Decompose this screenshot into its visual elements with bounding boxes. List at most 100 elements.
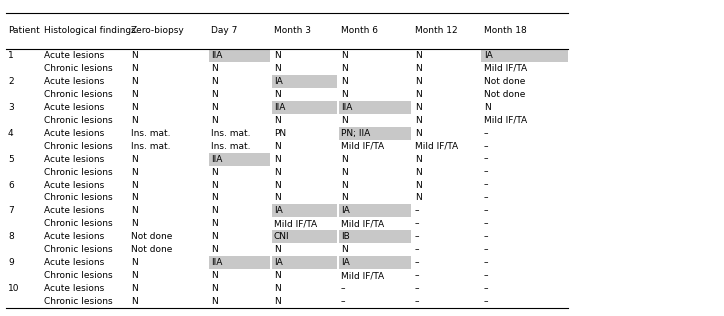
Text: N: N: [274, 193, 280, 203]
Text: –: –: [484, 245, 488, 254]
Text: N: N: [131, 258, 138, 267]
Text: CNI: CNI: [274, 232, 290, 241]
Text: N: N: [211, 90, 217, 99]
Text: Acute lesions: Acute lesions: [44, 155, 104, 164]
Text: Acute lesions: Acute lesions: [44, 206, 104, 216]
Text: N: N: [211, 232, 217, 241]
Text: N: N: [131, 180, 138, 190]
Text: Histological findings: Histological findings: [44, 26, 136, 34]
Text: Chronic lesions: Chronic lesions: [44, 90, 113, 99]
Bar: [339, 256, 411, 269]
Text: N: N: [274, 180, 280, 190]
Text: N: N: [211, 284, 217, 293]
Text: N: N: [341, 77, 348, 86]
Text: N: N: [131, 193, 138, 203]
Text: N: N: [341, 90, 348, 99]
Text: –: –: [415, 206, 419, 216]
Text: –: –: [415, 232, 419, 241]
Text: –: –: [484, 155, 488, 164]
Text: IIA: IIA: [211, 51, 222, 60]
Bar: [272, 204, 337, 217]
Text: 6: 6: [8, 180, 14, 190]
Text: Mild IF/TA: Mild IF/TA: [484, 64, 527, 73]
Text: Acute lesions: Acute lesions: [44, 232, 104, 241]
Text: PN; IIA: PN; IIA: [341, 129, 370, 138]
Text: N: N: [211, 64, 217, 73]
Text: 8: 8: [8, 232, 14, 241]
Text: IA: IA: [484, 51, 492, 60]
Text: Acute lesions: Acute lesions: [44, 258, 104, 267]
Text: Acute lesions: Acute lesions: [44, 180, 104, 190]
Text: N: N: [415, 193, 421, 203]
Text: N: N: [341, 193, 348, 203]
Text: N: N: [131, 116, 138, 125]
Text: N: N: [131, 219, 138, 228]
Text: N: N: [274, 64, 280, 73]
Bar: [339, 230, 411, 243]
Text: N: N: [131, 206, 138, 216]
Text: Not done: Not done: [484, 90, 525, 99]
Text: N: N: [274, 167, 280, 177]
Text: N: N: [211, 297, 217, 306]
Bar: [209, 256, 270, 269]
Text: –: –: [484, 193, 488, 203]
Text: N: N: [415, 77, 421, 86]
Text: Acute lesions: Acute lesions: [44, 284, 104, 293]
Bar: [209, 153, 270, 166]
Text: –: –: [484, 284, 488, 293]
Text: –: –: [415, 245, 419, 254]
Text: N: N: [211, 245, 217, 254]
Text: N: N: [131, 297, 138, 306]
Text: N: N: [274, 245, 280, 254]
Text: N: N: [341, 116, 348, 125]
Text: N: N: [131, 155, 138, 164]
Bar: [272, 230, 337, 243]
Text: IIA: IIA: [274, 103, 285, 112]
Text: Day 7: Day 7: [211, 26, 237, 34]
Text: N: N: [415, 167, 421, 177]
Text: N: N: [131, 77, 138, 86]
Text: Mild IF/TA: Mild IF/TA: [341, 271, 384, 280]
Text: N: N: [341, 245, 348, 254]
Text: N: N: [341, 155, 348, 164]
Text: –: –: [484, 167, 488, 177]
Text: Not done: Not done: [131, 245, 172, 254]
Text: Not done: Not done: [131, 232, 172, 241]
Text: Ins. mat.: Ins. mat.: [211, 129, 251, 138]
Text: Mild IF/TA: Mild IF/TA: [415, 142, 458, 151]
Text: N: N: [131, 51, 138, 60]
Text: N: N: [211, 206, 217, 216]
Text: Acute lesions: Acute lesions: [44, 51, 104, 60]
Text: N: N: [415, 64, 421, 73]
Text: N: N: [415, 155, 421, 164]
Text: Chronic lesions: Chronic lesions: [44, 219, 113, 228]
Text: N: N: [211, 219, 217, 228]
Text: IIA: IIA: [211, 155, 222, 164]
Text: Acute lesions: Acute lesions: [44, 129, 104, 138]
Text: N: N: [274, 284, 280, 293]
Text: N: N: [131, 103, 138, 112]
Text: Chronic lesions: Chronic lesions: [44, 167, 113, 177]
Text: N: N: [131, 167, 138, 177]
Text: N: N: [415, 103, 421, 112]
Text: N: N: [131, 90, 138, 99]
Text: N: N: [341, 51, 348, 60]
Text: N: N: [484, 103, 490, 112]
Text: Mild IF/TA: Mild IF/TA: [341, 219, 384, 228]
Text: Chronic lesions: Chronic lesions: [44, 142, 113, 151]
Text: N: N: [274, 271, 280, 280]
Text: –: –: [415, 258, 419, 267]
Text: Ins. mat.: Ins. mat.: [211, 142, 251, 151]
Text: 9: 9: [8, 258, 14, 267]
Text: IB: IB: [341, 232, 350, 241]
Text: Month 18: Month 18: [484, 26, 526, 34]
Text: Chronic lesions: Chronic lesions: [44, 271, 113, 280]
Text: N: N: [211, 271, 217, 280]
Text: Acute lesions: Acute lesions: [44, 77, 104, 86]
Text: Not done: Not done: [484, 77, 525, 86]
Text: N: N: [131, 271, 138, 280]
Text: Chronic lesions: Chronic lesions: [44, 297, 113, 306]
Text: PN: PN: [274, 129, 286, 138]
Text: –: –: [484, 271, 488, 280]
Text: 1: 1: [8, 51, 14, 60]
